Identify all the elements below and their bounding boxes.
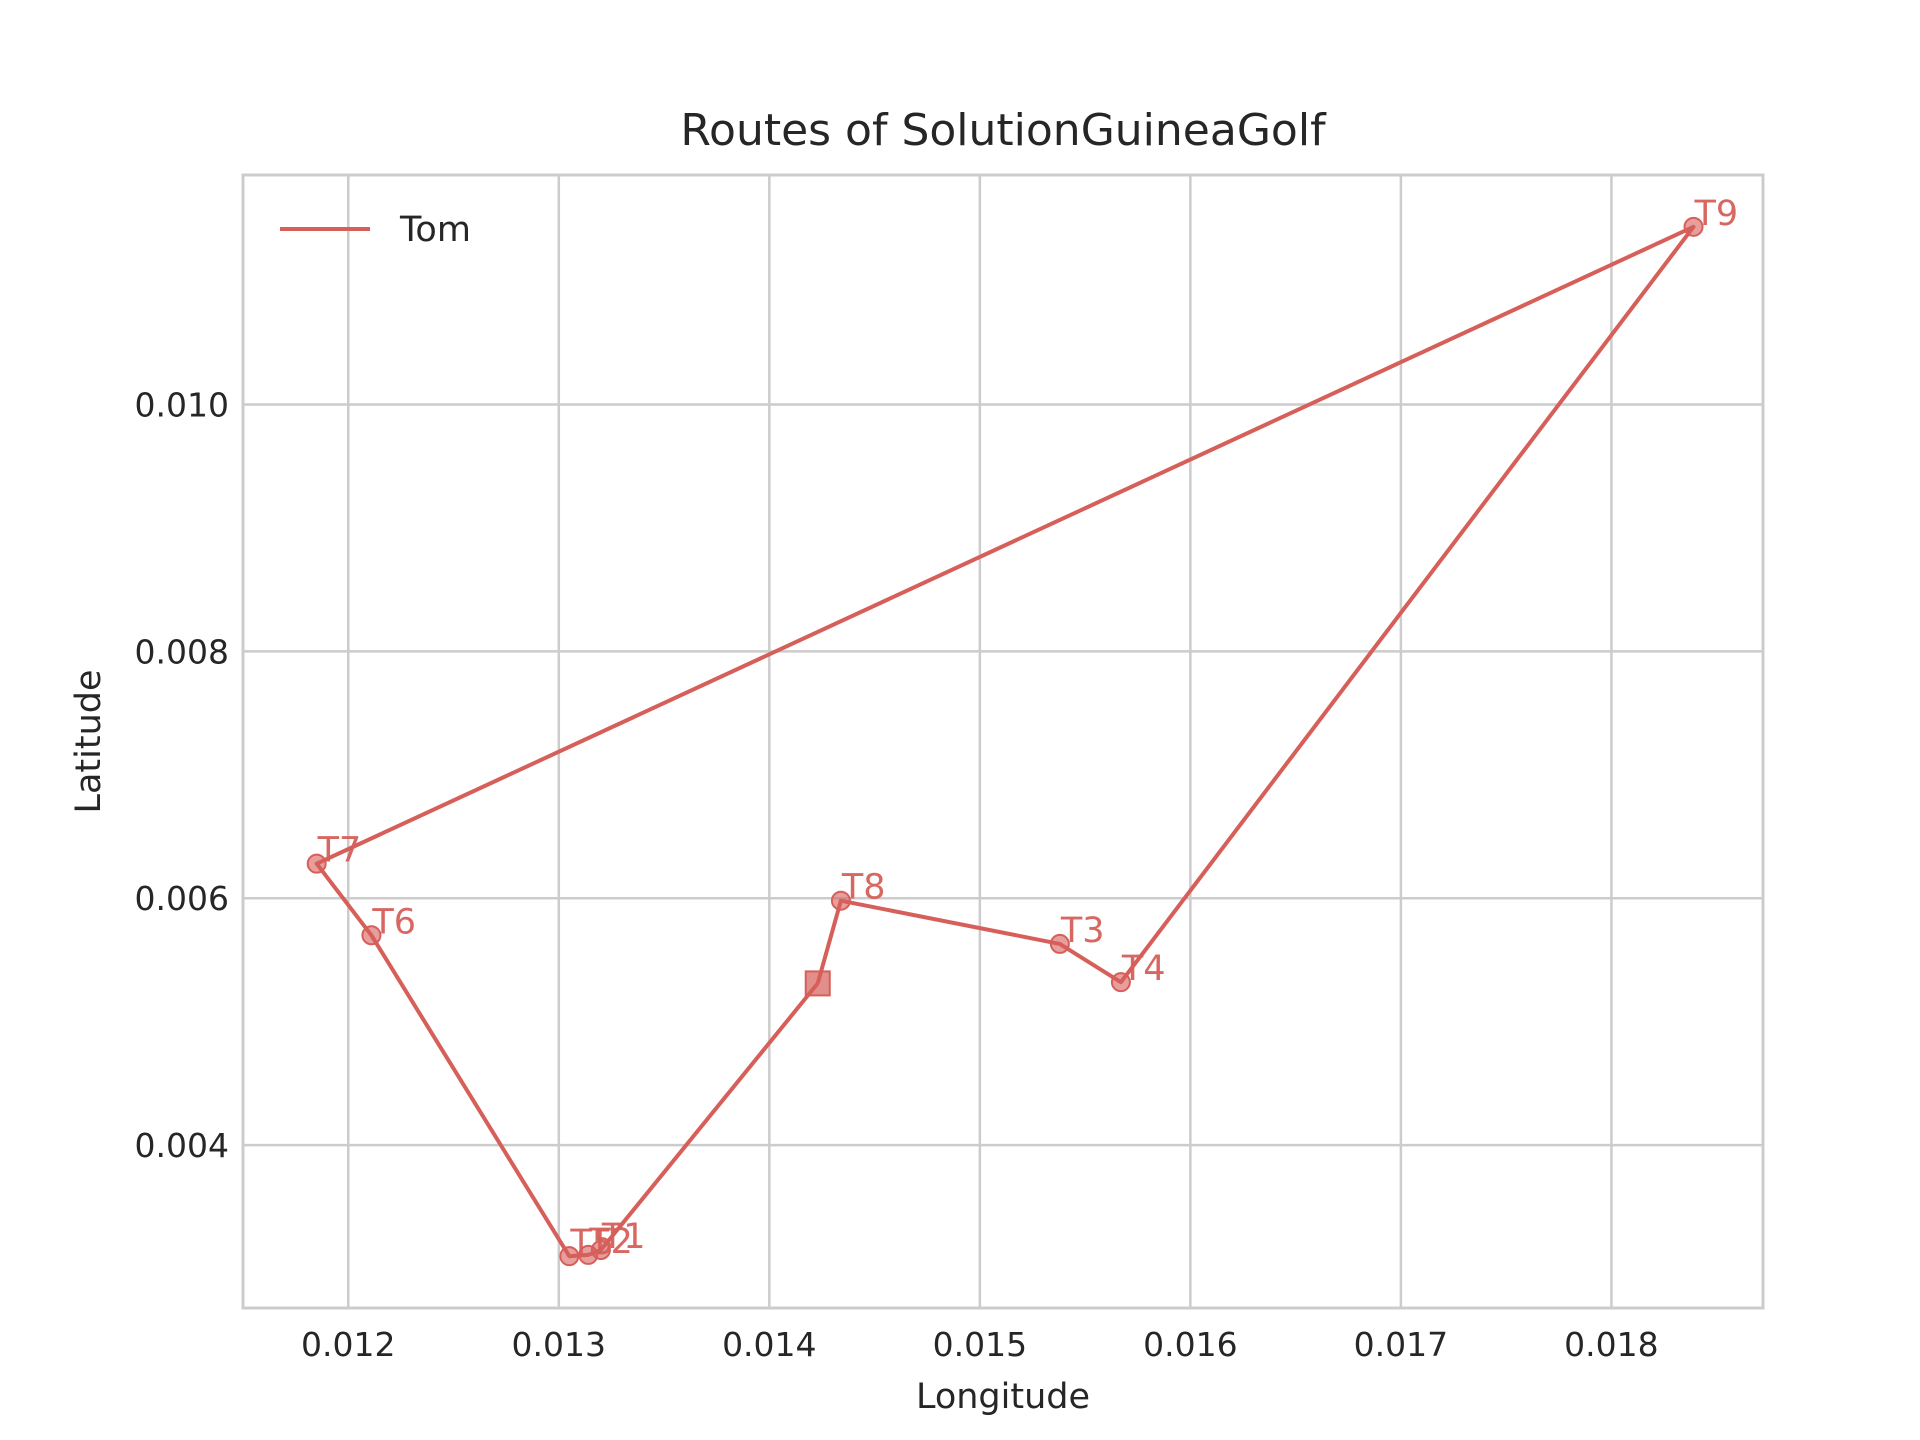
stop-marker [590, 1239, 611, 1260]
stop-marker [559, 1246, 580, 1267]
x-axis-label: Longitude [916, 1377, 1090, 1417]
stop-marker [1683, 216, 1704, 237]
tick-labels: 0.012 0.013 0.014 0.015 0.016 0.017 0.018 0.004… [135, 386, 1659, 1364]
stop-label: T9 [1694, 194, 1739, 234]
plot-frame [241, 173, 1765, 1310]
stop-label: T2 [588, 1222, 633, 1262]
x-tick-label: 0.014 [722, 1325, 816, 1364]
stop-label: T5 [569, 1223, 614, 1263]
stop-label: T6 [371, 902, 416, 942]
stop-label: T7 [317, 831, 362, 871]
stop-marker [1110, 972, 1131, 993]
stop-marker [361, 925, 382, 946]
x-tick-label: 0.013 [512, 1325, 606, 1364]
series-layer [306, 216, 1704, 1267]
x-tick-label: 0.012 [301, 1325, 395, 1364]
chart-title: Routes of SolutionGuineaGolf [680, 105, 1327, 156]
y-tick-label: 0.010 [135, 386, 229, 425]
stop-label: T1 [601, 1217, 646, 1257]
x-tick-label: 0.016 [1143, 1325, 1237, 1364]
y-tick-label: 0.008 [135, 632, 229, 671]
y-tick-label: 0.004 [135, 1126, 229, 1165]
stop-label: T8 [841, 868, 886, 908]
stop-label: T3 [1060, 911, 1105, 951]
legend: Tom [280, 210, 471, 250]
y-axis-label: Latitude [69, 669, 109, 813]
stop-marker [1049, 933, 1070, 954]
x-tick-label: 0.017 [1354, 1325, 1448, 1364]
depot-marker [804, 970, 831, 997]
legend-label-tom: Tom [399, 210, 471, 250]
x-tick-label: 0.018 [1564, 1325, 1658, 1364]
stop-marker [306, 853, 327, 874]
stop-label: T4 [1121, 949, 1166, 989]
y-tick-label: 0.006 [135, 879, 229, 918]
stop-marker [830, 890, 851, 911]
x-tick-label: 0.015 [933, 1325, 1027, 1364]
